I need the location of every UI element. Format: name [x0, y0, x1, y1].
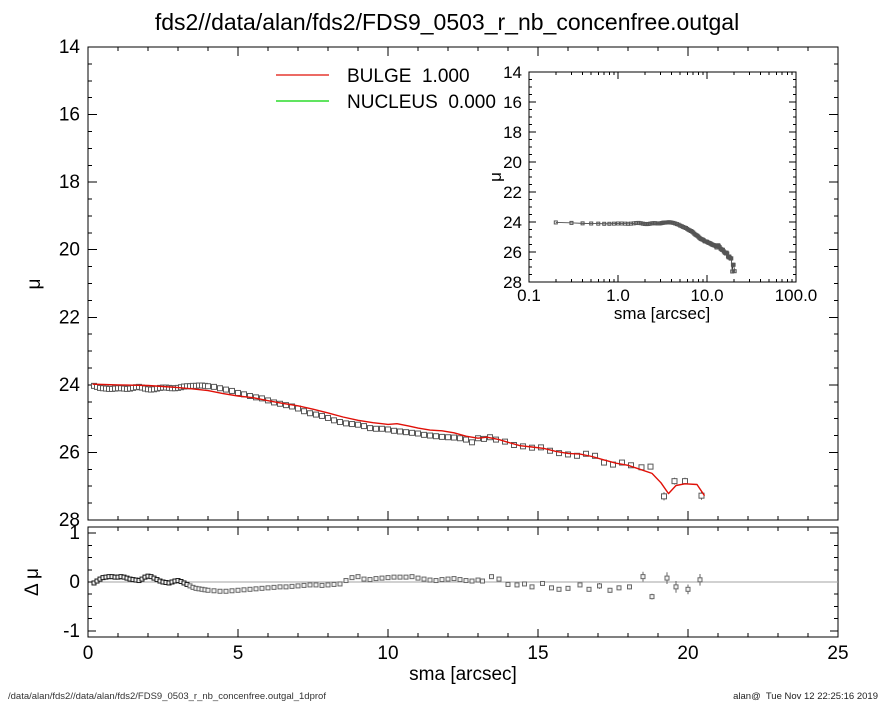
page-title: fds2//data/alan/fds2/FDS9_0503_r_nb_conc… — [155, 9, 739, 35]
svg-text:18: 18 — [503, 123, 522, 142]
svg-text:0: 0 — [83, 643, 94, 664]
svg-text:0.1: 0.1 — [517, 286, 541, 305]
svg-text:22: 22 — [59, 307, 80, 328]
svg-text:10: 10 — [377, 643, 398, 664]
main-y-axis-label: μ — [24, 279, 45, 290]
svg-text:24: 24 — [59, 375, 81, 396]
residual-x-axis-label: sma [arcsec] — [409, 664, 517, 685]
svg-text:20: 20 — [677, 643, 698, 664]
svg-text:1.0: 1.0 — [606, 286, 630, 305]
inset-x-axis-label: sma [arcsec] — [614, 304, 710, 323]
svg-text:14: 14 — [59, 37, 81, 58]
legend-nucleus-label: NUCLEUS 0.000 — [347, 92, 496, 113]
svg-text:-1: -1 — [63, 621, 80, 642]
svg-text:22: 22 — [503, 183, 522, 202]
footer-user-date: alan@ Tue Nov 12 22:25:16 2019 — [733, 691, 878, 702]
svg-text:20: 20 — [503, 153, 522, 172]
svg-text:18: 18 — [59, 172, 80, 193]
svg-text:10.0: 10.0 — [690, 286, 723, 305]
svg-text:5: 5 — [233, 643, 244, 664]
svg-text:26: 26 — [59, 442, 80, 463]
svg-text:100.0: 100.0 — [775, 286, 818, 305]
legend: BULGE 1.000 NUCLEUS 0.000 — [276, 66, 496, 113]
svg-text:26: 26 — [503, 243, 522, 262]
svg-text:16: 16 — [503, 93, 522, 112]
svg-text:0: 0 — [69, 572, 80, 593]
svg-text:16: 16 — [59, 105, 80, 126]
svg-text:14: 14 — [503, 63, 522, 82]
svg-text:20: 20 — [59, 240, 80, 261]
svg-text:28: 28 — [503, 273, 522, 292]
residual-y-axis-label: Δ μ — [22, 568, 43, 596]
footer-path: /data/alan/fds2//data/alan/fds2/FDS9_050… — [8, 691, 326, 702]
inset-plot: 0.1 1.0 10.0 100.0 14 16 18 20 22 24 26 28 μ sma [a… — [486, 63, 817, 323]
svg-text:1: 1 — [69, 523, 80, 544]
inset-plot-content: 0.1 1.0 10.0 100.0 14 16 18 20 22 24 26 28 — [503, 63, 817, 305]
svg-text:15: 15 — [527, 643, 548, 664]
main-plot-content: 14 16 18 20 22 24 26 28 — [59, 37, 839, 531]
legend-bulge-label: BULGE 1.000 — [347, 66, 470, 87]
svg-text:25: 25 — [827, 643, 848, 664]
main-plot: 14 16 18 20 22 24 26 28 μ — [24, 37, 839, 531]
svg-text:24: 24 — [503, 213, 522, 232]
inset-plot-frame — [528, 71, 797, 283]
inset-y-axis-label: μ — [486, 172, 505, 182]
svg-text:28: 28 — [59, 510, 80, 531]
